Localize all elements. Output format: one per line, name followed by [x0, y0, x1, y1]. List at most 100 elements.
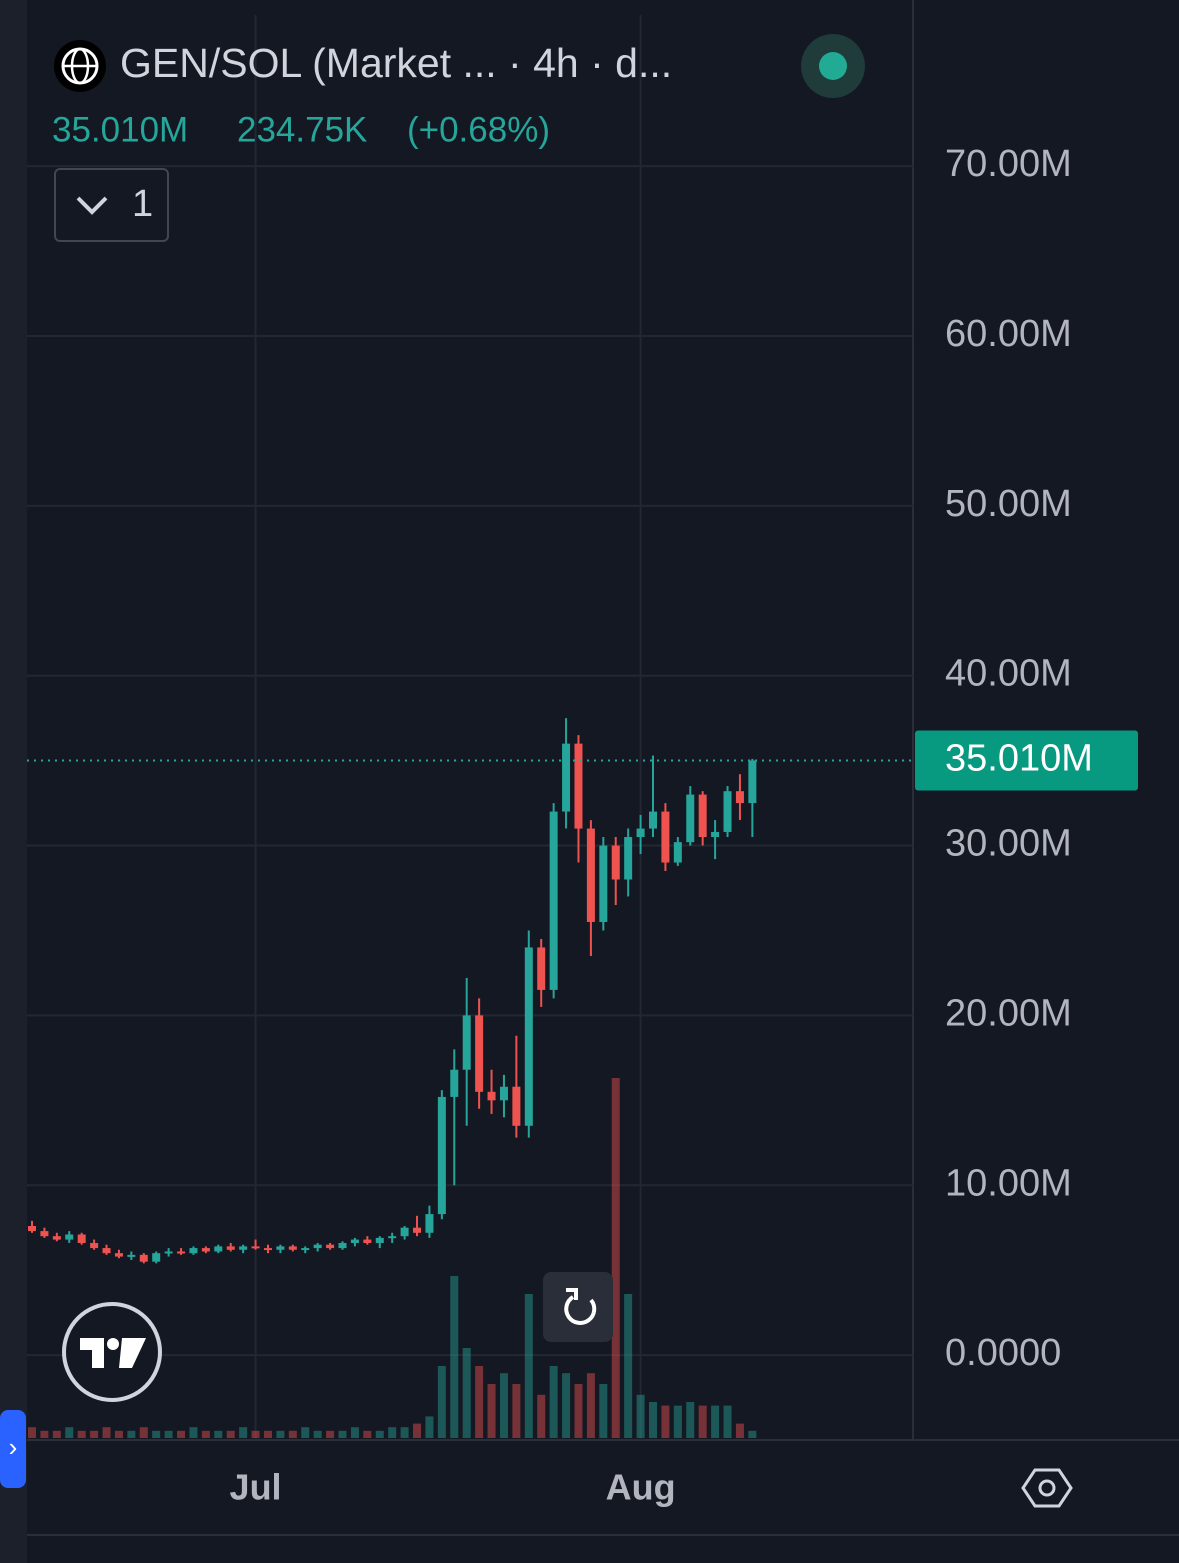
- candle-body: [152, 1253, 161, 1262]
- volume-bar: [649, 1402, 657, 1438]
- candle-body: [313, 1244, 322, 1249]
- volume-bar: [301, 1427, 310, 1438]
- volume-bar: [375, 1430, 384, 1438]
- settings-button[interactable]: [1021, 1468, 1073, 1508]
- candle-body: [288, 1246, 297, 1250]
- candle-body: [549, 811, 558, 990]
- candle-body: [251, 1246, 260, 1249]
- volume-bar: [201, 1430, 210, 1438]
- status-dot: [819, 52, 847, 80]
- header-change: 234.75K: [237, 110, 367, 149]
- volume-bar: [388, 1427, 397, 1438]
- y-tick-label: 60.00M: [945, 313, 1072, 355]
- volume-bar: [723, 1405, 732, 1438]
- volume-bar: [499, 1373, 508, 1438]
- candle-body: [475, 1015, 484, 1092]
- candle-body: [189, 1248, 198, 1254]
- indicator-count: 1: [132, 183, 153, 225]
- candle-body: [537, 947, 546, 990]
- volume-bar: [90, 1430, 99, 1438]
- candle-body: [686, 794, 695, 843]
- candle-body: [462, 1015, 471, 1070]
- volume-bar: [214, 1430, 223, 1438]
- volume-bar: [65, 1427, 74, 1438]
- candle-body: [735, 791, 744, 804]
- volume-bar: [748, 1430, 757, 1438]
- volume-bar: [611, 1078, 620, 1438]
- volume-bar: [313, 1430, 322, 1438]
- volume-bar: [698, 1405, 707, 1438]
- candle-body: [102, 1248, 111, 1254]
- candle-body: [499, 1086, 508, 1101]
- volume-bar: [735, 1423, 744, 1438]
- reset-button[interactable]: [543, 1272, 613, 1342]
- side-tab[interactable]: [0, 1410, 26, 1488]
- volume-bar: [139, 1427, 148, 1438]
- chart-title: GEN/SOL (Market ... · 4h · d...: [120, 40, 672, 86]
- candle-body: [624, 837, 633, 880]
- volume-bar: [114, 1430, 123, 1438]
- volume-bar: [52, 1430, 61, 1438]
- header-price: 35.010M: [52, 110, 188, 149]
- volume-bar: [686, 1402, 695, 1438]
- candle-body: [77, 1234, 86, 1243]
- volume-bar: [363, 1430, 372, 1438]
- candle-body: [673, 842, 682, 863]
- volume-bar: [636, 1394, 645, 1438]
- volume-bar: [239, 1427, 248, 1438]
- y-tick-label: 50.00M: [945, 483, 1072, 525]
- candle-body: [90, 1242, 99, 1249]
- candle-body: [487, 1091, 496, 1101]
- volume-bar: [326, 1430, 335, 1438]
- volume-bar: [450, 1276, 459, 1438]
- chevron: [76, 196, 108, 215]
- candle-body: [388, 1236, 397, 1239]
- side-tab-icon: ›: [9, 1432, 18, 1462]
- candle-body: [586, 828, 595, 922]
- candle-body: [649, 811, 657, 829]
- reset-arrow: [566, 1288, 578, 1300]
- volume-bar: [127, 1430, 136, 1438]
- candle-body: [611, 845, 620, 880]
- candle-body: [748, 760, 757, 804]
- volume-bar: [400, 1427, 409, 1438]
- candle-body: [425, 1214, 434, 1233]
- volume-bar: [177, 1430, 186, 1438]
- candle-body: [301, 1248, 310, 1251]
- candle-body: [636, 828, 645, 838]
- y-tick-label: 20.00M: [945, 992, 1072, 1034]
- volume-bar: [487, 1384, 496, 1438]
- y-tick-label: 40.00M: [945, 653, 1072, 695]
- candle-body: [177, 1251, 186, 1254]
- candle-body: [723, 791, 732, 832]
- last-price-box: [915, 730, 1138, 791]
- candle-body: [28, 1225, 36, 1232]
- candle-body: [276, 1246, 285, 1250]
- candle-body: [52, 1236, 61, 1240]
- tv-logo: [62, 1302, 162, 1402]
- volume-bar: [77, 1430, 86, 1438]
- volume-bar: [586, 1373, 595, 1438]
- candle-body: [214, 1246, 223, 1252]
- volume-bar: [28, 1427, 36, 1438]
- volume-bar: [562, 1373, 571, 1438]
- volume-bar: [276, 1430, 285, 1438]
- candle-body: [375, 1237, 384, 1243]
- last-price-label: 35.010M: [945, 737, 1093, 779]
- volume-bar: [425, 1416, 434, 1438]
- left-gutter: [0, 0, 27, 1563]
- candle-body: [326, 1244, 335, 1249]
- volume-bar: [524, 1294, 533, 1438]
- volume-bar: [599, 1384, 608, 1438]
- candle-body: [363, 1239, 372, 1243]
- volume-bar: [189, 1427, 198, 1438]
- candle-body: [698, 794, 707, 838]
- candle-body: [450, 1069, 459, 1097]
- indicator-toggle[interactable]: [54, 168, 169, 242]
- volume-bar: [40, 1430, 49, 1438]
- header-change-pct: (+0.68%): [407, 110, 550, 149]
- symbol-icon: [54, 40, 106, 92]
- plot: [27, 15, 913, 1440]
